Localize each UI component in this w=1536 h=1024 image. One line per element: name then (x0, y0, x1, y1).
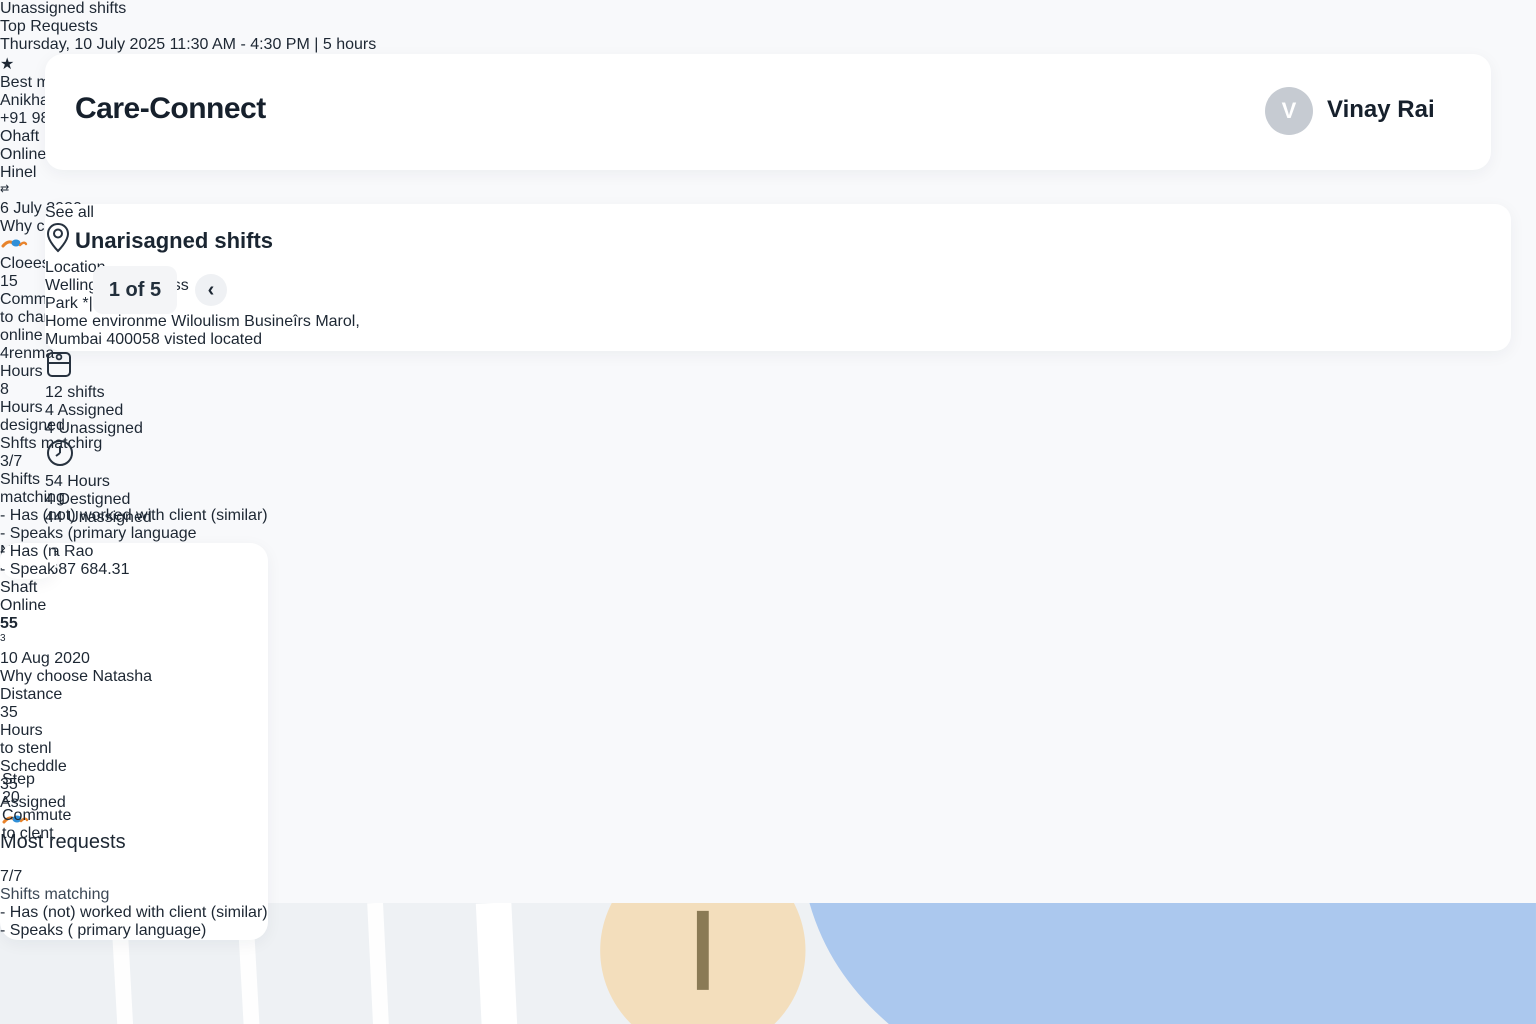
stat-row: Distance 35 Hours to stenl Scheddle 35 A… (0, 686, 268, 904)
stat-value: 35 (0, 776, 18, 793)
star-icon: ★ (0, 56, 15, 73)
map-river (809, 903, 1536, 1024)
shifts-unassigned-link[interactable]: 4 Unassigned (45, 420, 143, 437)
stat-top-label: Distance (0, 686, 63, 703)
stat-label2: to stenl (0, 740, 52, 757)
stat-value: 8 (0, 381, 9, 398)
shifts-assigned: 4 Assigned (45, 402, 124, 419)
candidate-bullet: - Speaks (primary language (0, 525, 197, 542)
hours-stats: 54 Hours 4 Destigned 44 Unassigned (45, 473, 1511, 527)
stat-label2: to clent (2, 825, 54, 842)
stat-ring: 15 (0, 273, 1536, 291)
stat-ring: 8 (0, 381, 1536, 399)
bag-icon (47, 352, 71, 377)
why-choose-title: Why choose Natasha (0, 668, 153, 685)
candidate-bullet: - Speak (0, 561, 56, 578)
brand-swirl-icon (1, 239, 28, 248)
stat-schedule: Scheddle 35 Assigned (0, 758, 268, 812)
stat-top-label: Hours (0, 363, 43, 380)
candidate-tag: Ohaft (0, 128, 40, 145)
score-dot-icon: 3 (0, 633, 6, 644)
home-prefix: Home environme (45, 313, 172, 330)
stat-value: 15 (0, 273, 18, 290)
stat-top-label: Cloeest (0, 255, 55, 272)
language-badge: Hinel (0, 164, 37, 181)
online-status: Online (0, 597, 47, 614)
stat-label1: Hours (0, 722, 43, 739)
home-suffix: visted located (164, 331, 263, 348)
candidate-bullet: - Has (not) worked with client (similar) (0, 904, 268, 921)
score-badge: 55 (0, 615, 18, 632)
stat-highlight: online (0, 327, 43, 344)
unassigned-shifts-heading: Unassigned shifts (0, 0, 127, 17)
join-date: 10 Aug 2020 (0, 650, 90, 667)
home-city: Mumbai 400058 (45, 331, 165, 348)
stat-most-requests: Most requests 7/7 Shifts matching (0, 812, 268, 904)
chevron-left-icon[interactable]: ‹ (195, 274, 227, 306)
stat-label1: Shifts matching (0, 886, 110, 903)
stat-label1: Assigned (0, 794, 66, 811)
shifts-total: 12 shifts (45, 384, 105, 401)
location-pin-icon (46, 222, 70, 253)
stat-top-label: Step (2, 771, 35, 788)
shift-bar-title: Unarisagned shifts (75, 228, 274, 253)
app-title: Care-Connect (75, 92, 266, 125)
home-location-text: Home environme Wiloulism Busineîrs Marol… (45, 313, 1511, 349)
clock-icon (47, 440, 73, 466)
stat-highlight: Most requests (0, 831, 126, 853)
stat-step: Step 20 Commute to clent (2, 771, 118, 843)
stat-ring: 35 (0, 704, 268, 722)
shift-datetime-subtitle: Thursday, 10 July 2025 11:30 AM - 4:30 P… (0, 36, 377, 53)
user-avatar[interactable]: V (1265, 87, 1313, 135)
candidate-bullet: - Has (not) worked with client (similar) (0, 507, 268, 524)
location-label: Location (45, 259, 106, 276)
hours-total: 54 Hours (45, 473, 110, 490)
stat-label2: matching (0, 489, 65, 506)
shift-summary-bar: Unarisagned shifts 1 of 5 ‹ See all Loca… (45, 204, 1511, 526)
brand-swirl-icon (2, 815, 29, 824)
stat-label2: designed (0, 417, 65, 434)
stat-highlight-sub: 4renma (0, 345, 55, 362)
hours-unassigned: 44 Unassigned (45, 509, 152, 526)
stat-value: 20 (2, 789, 20, 806)
candidate-bullet: - Speaks ( primary language) (0, 922, 207, 939)
location-line2: Park *| Marol (45, 295, 138, 312)
stat-ring: 20 (2, 789, 118, 807)
stat-ring: 3/7 (0, 453, 1536, 471)
translate-icon: ⇄ (0, 183, 10, 195)
stat-ring: 35 (0, 776, 268, 794)
candidate-card-natasha[interactable]: Natasha Rao +91 98687 684.31 Shaft Onlin… (0, 543, 268, 940)
stat-distance: Distance 35 Hours to stenl (0, 686, 268, 758)
see-all-link[interactable]: See all (45, 204, 94, 221)
candidate-card-partial[interactable]: Step 20 Commute to clent - Has (n - Spea… (0, 543, 71, 842)
stat-label1: Shifts (0, 471, 41, 488)
stat-value: 3/7 (0, 453, 23, 470)
hours-assigned: 4 Destigned (45, 491, 131, 508)
home-location-link[interactable]: Wiloulism Busineîrs Marol, (171, 313, 360, 330)
location-line1: Wellington Business (45, 277, 189, 294)
shift-pager: 1 of 5 (93, 266, 177, 314)
candidate-bullet: - Has (n (0, 543, 57, 560)
shifts-stats: 12 shifts 4 Assigned 4 Unassigned (45, 384, 1511, 438)
stat-hours: online 4renma Hours 8 Hours designed (0, 327, 1536, 435)
candidate-tag: Shaft (0, 579, 38, 596)
online-status: Online (0, 146, 47, 163)
stat-label2: to chart (0, 309, 54, 326)
avatar-initial: V (1281, 98, 1297, 123)
header-bar: Care-Connect V Vinay Rai (45, 54, 1491, 170)
stat-label1: Commute (2, 807, 72, 824)
stat-label1: Hours (0, 399, 43, 416)
top-requests-title: Top Requests (0, 18, 98, 35)
stat-top-label: Scheddle (0, 758, 67, 775)
stat-value: 35 (0, 704, 18, 721)
user-name: Vinay Rai (1327, 96, 1435, 123)
stat-ring: 7/7 (0, 868, 268, 886)
stat-value: 7/7 (0, 868, 23, 885)
